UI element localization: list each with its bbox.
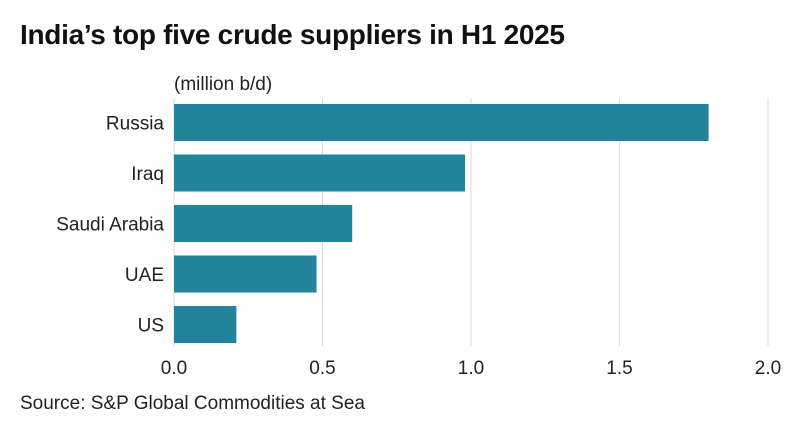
category-label: US (138, 316, 164, 337)
bars (174, 104, 709, 343)
bar-us (174, 306, 237, 343)
x-tick-label: 2.0 (755, 358, 781, 379)
category-label: Iraq (131, 164, 164, 185)
x-tick-label: 1.0 (458, 358, 484, 379)
category-label: Saudi Arabia (56, 215, 164, 236)
x-tick-label: 1.5 (606, 358, 632, 379)
source-note: Source: S&P Global Commodities at Sea (20, 393, 365, 414)
bar-russia (174, 104, 709, 141)
category-label: Russia (106, 114, 165, 135)
category-label: UAE (125, 265, 164, 286)
bar-iraq (174, 154, 466, 192)
bar-uae (174, 255, 317, 293)
category-labels: Russia Iraq Saudi Arabia UAE US (56, 114, 164, 337)
x-tick-label: 0.0 (161, 358, 187, 379)
unit-label: (million b/d) (174, 74, 272, 95)
x-tick-labels: 0.0 0.5 1.0 1.5 2.0 (161, 358, 781, 379)
bar-saudi-arabia (174, 205, 353, 242)
chart-title: India’s top five crude suppliers in H1 2… (20, 19, 565, 50)
x-tick-label: 0.5 (309, 358, 335, 379)
